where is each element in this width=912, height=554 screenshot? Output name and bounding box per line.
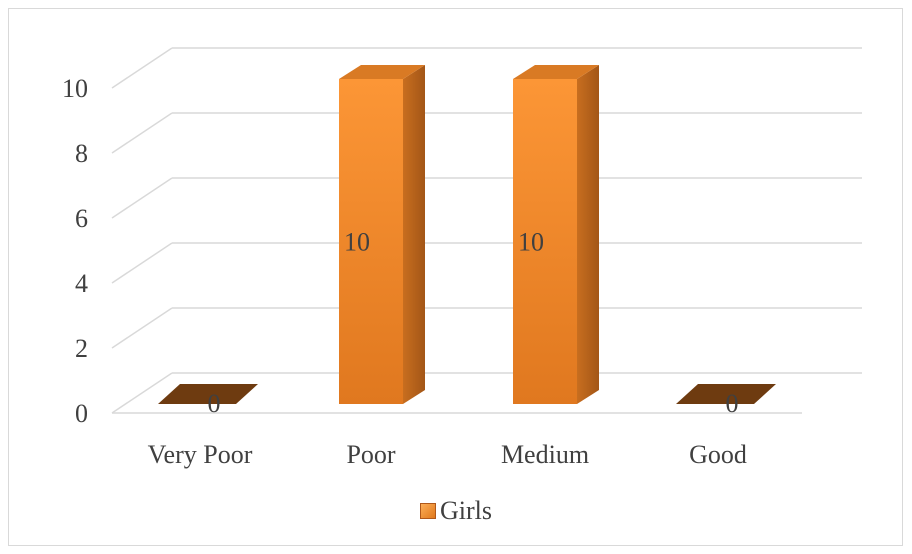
y-tick-label-0: 0 xyxy=(75,399,88,428)
gridline-6 xyxy=(111,177,862,219)
y-tick-label-6: 6 xyxy=(75,204,88,233)
data-label-poor: 10 xyxy=(344,228,370,257)
x-tick-label-poor: Poor xyxy=(346,440,395,469)
chart-frame xyxy=(8,8,903,546)
gridlines xyxy=(111,47,862,414)
gridline-4 xyxy=(111,242,862,284)
data-label-medium: 10 xyxy=(518,228,544,257)
data-label-very-poor: 0 xyxy=(208,389,221,418)
bar-poor xyxy=(339,65,425,404)
x-tick-label-medium: Medium xyxy=(501,440,589,469)
y-tick-label-8: 8 xyxy=(75,139,88,168)
data-labels: 0 10 10 0 xyxy=(208,228,739,419)
gridline-10 xyxy=(111,47,862,89)
bar-very-poor xyxy=(158,384,258,404)
bars xyxy=(158,65,776,404)
legend: Girls xyxy=(0,496,912,526)
y-axis: 0 2 4 6 8 10 xyxy=(62,74,88,428)
gridline-2 xyxy=(111,307,862,349)
bar-medium xyxy=(513,65,599,404)
legend-label-girls: Girls xyxy=(440,496,492,525)
bar-good xyxy=(676,384,776,404)
x-tick-label-very-poor: Very Poor xyxy=(148,440,253,469)
legend-swatch-girls xyxy=(420,503,436,520)
x-tick-label-good: Good xyxy=(689,440,747,469)
y-tick-label-10: 10 xyxy=(62,74,88,103)
gridline-8 xyxy=(111,112,862,154)
data-label-good: 0 xyxy=(726,389,739,418)
y-tick-label-4: 4 xyxy=(75,269,88,298)
x-axis: Very Poor Poor Medium Good xyxy=(148,440,747,469)
y-tick-label-2: 2 xyxy=(75,334,88,363)
